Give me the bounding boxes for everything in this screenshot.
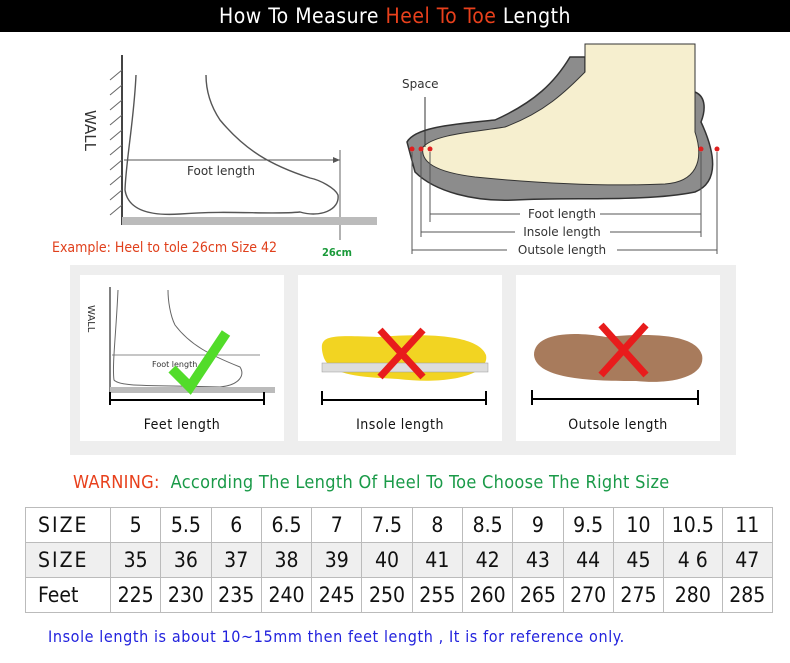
measurement-label: 26cm [322,246,352,259]
table-cell: 35 [109,542,162,578]
table-cell: 36 [160,542,212,578]
table-cell: 240 [260,577,313,613]
wall-label: WALL [85,305,96,333]
table-cell: 7 [311,507,363,543]
table-cell: 270 [562,577,614,613]
cross-icon [377,327,426,380]
method-card-outsole: Outsole length [516,275,720,441]
table-cell: 8.5 [461,507,514,543]
table-cell: 225 [109,577,162,613]
warning-text: WARNING: According The Length Of Heel To… [73,472,670,493]
space-label: Space [402,77,439,91]
table-cell: 245 [311,577,363,613]
row-header: SIZE [25,507,111,543]
table-cell: 8 [411,507,463,543]
foot-against-wall-diagram: WALL Foot length [81,55,377,240]
check-icon [168,330,231,395]
table-cell: 39 [311,542,363,578]
table-cell: 10 [612,507,665,543]
table-cell: 40 [361,542,413,578]
outsole-image [531,322,703,408]
page-title: How To Measure Heel To Toe Length [0,0,790,32]
table-cell: 275 [612,577,665,613]
table-cell: 230 [160,577,212,613]
table-cell: 38 [260,542,313,578]
table-cell: 45 [612,542,665,578]
table-cell: 255 [411,577,463,613]
table-cell: 41 [411,542,463,578]
measurement-methods-panel: WALL Foot length Feet length Insole leng… [70,265,736,455]
table-cell: 11 [721,507,774,543]
feet-length-label: Feet length [143,417,221,433]
table-cell: 42 [461,542,514,578]
table-cell: 10.5 [663,507,723,543]
cross-icon [598,322,649,378]
table-cell: 6 [210,507,262,543]
table-cell: 44 [562,542,614,578]
table-row: SIZE 5 5.5 6 6.5 7 7.5 8 8.5 9 9.5 10 10.5 11 [25,507,774,543]
example-text: Example: Heel to tole 26cm Size 42 [52,240,277,256]
outsole-length-label: Outsole length [518,243,606,257]
feet-diagram: WALL Foot length [85,287,275,408]
table-cell: 9 [512,507,564,543]
table-cell: 280 [663,577,723,613]
table-cell: 37 [210,542,262,578]
reference-note: Insole length is about 10~15mm then feet… [48,627,625,646]
table-cell: 250 [361,577,413,613]
table-cell: 235 [210,577,262,613]
row-header: SIZE [25,542,111,578]
insole-length-label: Insole length [523,225,601,239]
table-cell: 4 6 [663,542,723,578]
table-cell: 5 [109,507,162,543]
insole-length-label: Insole length [356,417,444,433]
outsole-length-label: Outsole length [568,417,668,433]
foot-length-label: Foot length [187,164,255,178]
row-header: Feet [25,577,111,613]
method-card-insole: Insole length [298,275,502,441]
table-cell: 7.5 [361,507,413,543]
method-card-feet: WALL Foot length Feet length [80,275,284,441]
table-cell: 47 [721,542,774,578]
size-chart-table: SIZE 5 5.5 6 6.5 7 7.5 8 8.5 9 9.5 10 10.5 11 SIZE 35 36… [25,507,774,613]
foot-length-label: Foot length [528,207,596,221]
table-cell: 5.5 [160,507,212,543]
insole-image [321,327,489,409]
table-cell: 265 [512,577,564,613]
table-row: SIZE 35 36 37 38 39 40 41 42 43 44 45 4 6 47 [25,542,774,578]
table-cell: 260 [461,577,514,613]
table-cell: 43 [512,542,564,578]
table-cell: 285 [721,577,774,613]
shoe-cross-section-diagram: Space Foot length Insole length Outsole … [402,43,720,257]
table-cell: 9.5 [562,507,614,543]
foot-length-label: Foot length [152,360,197,369]
table-row: Feet 225 230 235 240 245 250 255 260 265 270 275 280… [25,577,774,613]
wall-label: WALL [81,110,99,152]
table-cell: 6.5 [260,507,313,543]
